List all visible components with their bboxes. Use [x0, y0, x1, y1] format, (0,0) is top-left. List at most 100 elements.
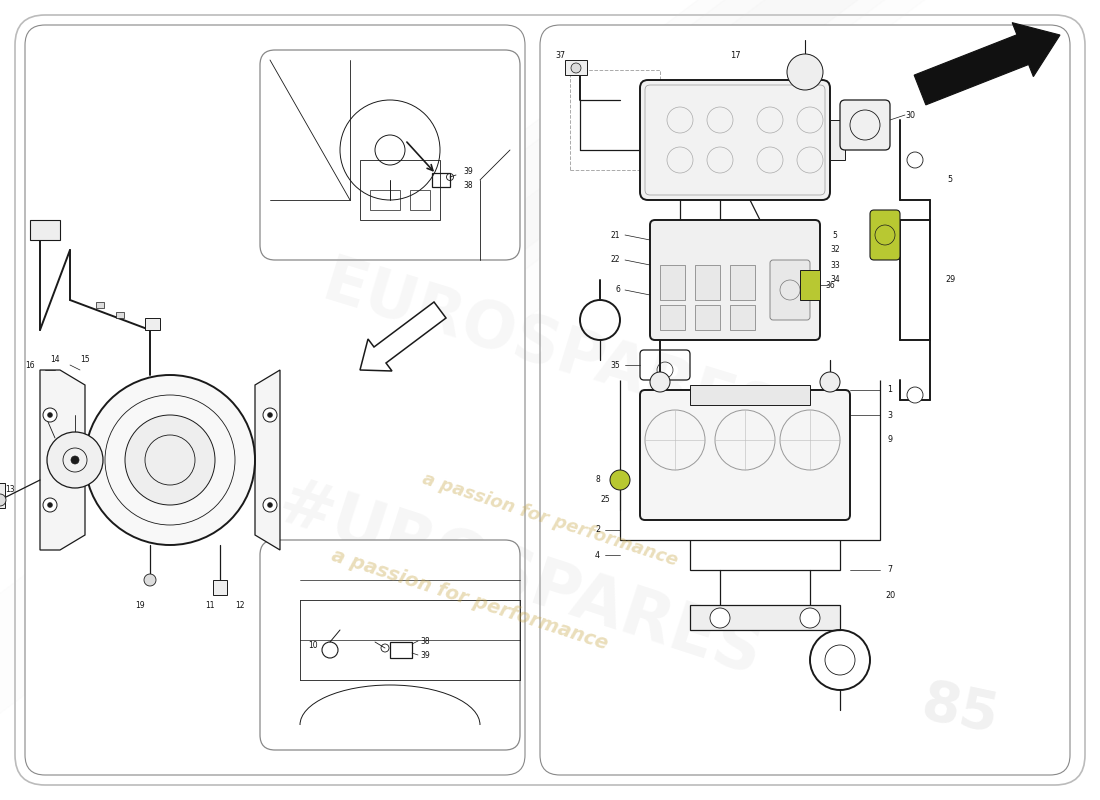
- Bar: [660, 305, 685, 330]
- FancyBboxPatch shape: [540, 25, 1070, 775]
- Circle shape: [47, 502, 53, 507]
- Bar: [145, 318, 160, 330]
- FancyBboxPatch shape: [25, 25, 525, 775]
- Circle shape: [125, 415, 214, 505]
- Circle shape: [47, 413, 53, 418]
- Circle shape: [72, 456, 79, 464]
- Bar: [730, 305, 755, 330]
- Bar: [800, 270, 820, 300]
- FancyBboxPatch shape: [650, 220, 820, 340]
- Text: 39: 39: [420, 650, 430, 659]
- Bar: [30, 220, 60, 240]
- Bar: [570, 70, 660, 170]
- Circle shape: [267, 502, 273, 507]
- Circle shape: [144, 574, 156, 586]
- Text: 12: 12: [235, 601, 244, 610]
- Polygon shape: [255, 370, 280, 550]
- Circle shape: [43, 408, 57, 422]
- Circle shape: [0, 494, 6, 506]
- FancyArrow shape: [360, 302, 446, 371]
- Bar: [690, 385, 810, 405]
- Bar: [730, 265, 755, 300]
- Bar: [116, 312, 124, 318]
- Text: 16: 16: [25, 361, 35, 370]
- FancyBboxPatch shape: [640, 390, 850, 520]
- Text: 35: 35: [610, 361, 620, 370]
- Circle shape: [267, 413, 273, 418]
- Text: 38: 38: [420, 637, 430, 646]
- Text: a passion for performance: a passion for performance: [420, 470, 680, 570]
- Text: 13: 13: [6, 486, 14, 494]
- Circle shape: [820, 372, 840, 392]
- Text: 7: 7: [888, 566, 892, 574]
- Circle shape: [263, 498, 277, 512]
- Text: 11: 11: [206, 601, 214, 610]
- Text: #UROSPARES: #UROSPARES: [270, 470, 770, 690]
- Text: 25: 25: [601, 495, 610, 505]
- Text: 8: 8: [595, 475, 600, 485]
- Bar: [390, 642, 412, 658]
- FancyBboxPatch shape: [640, 80, 830, 200]
- FancyBboxPatch shape: [260, 50, 520, 260]
- Circle shape: [786, 54, 823, 90]
- Text: 1: 1: [888, 386, 892, 394]
- Bar: [370, 190, 400, 210]
- Polygon shape: [40, 370, 85, 550]
- Text: 14: 14: [51, 355, 60, 365]
- Text: 36: 36: [825, 281, 835, 290]
- Circle shape: [610, 470, 630, 490]
- FancyBboxPatch shape: [15, 15, 1085, 785]
- Circle shape: [263, 408, 277, 422]
- Bar: [213, 580, 227, 595]
- Circle shape: [908, 387, 923, 403]
- Text: 3: 3: [888, 410, 892, 419]
- Text: 10: 10: [308, 641, 318, 650]
- Circle shape: [908, 152, 923, 168]
- FancyBboxPatch shape: [770, 260, 810, 320]
- Bar: [432, 173, 450, 187]
- Bar: [830, 120, 845, 160]
- Text: 9: 9: [888, 435, 892, 445]
- Circle shape: [571, 63, 581, 73]
- Bar: [410, 190, 430, 210]
- Text: 17: 17: [729, 50, 740, 59]
- Text: 20: 20: [884, 590, 895, 599]
- Text: 15: 15: [80, 355, 90, 365]
- Circle shape: [710, 608, 730, 628]
- Circle shape: [800, 608, 820, 628]
- FancyArrow shape: [914, 22, 1060, 105]
- Text: 29: 29: [945, 275, 955, 285]
- Text: 32: 32: [830, 246, 839, 254]
- Bar: [96, 302, 104, 308]
- Text: 2: 2: [595, 526, 600, 534]
- Text: 85: 85: [916, 675, 1003, 745]
- Bar: [695, 305, 721, 330]
- Text: 37: 37: [554, 50, 565, 59]
- Text: 39: 39: [463, 167, 473, 177]
- Text: 30: 30: [905, 110, 915, 119]
- Bar: [0, 483, 6, 508]
- Text: 6: 6: [615, 286, 620, 294]
- Text: 21: 21: [610, 230, 620, 239]
- Bar: [360, 160, 440, 220]
- Text: a passion for performance: a passion for performance: [329, 546, 610, 654]
- FancyBboxPatch shape: [840, 100, 890, 150]
- Text: 4: 4: [595, 550, 600, 559]
- Circle shape: [85, 375, 255, 545]
- Circle shape: [43, 498, 57, 512]
- Bar: [690, 605, 840, 630]
- Bar: [565, 60, 587, 75]
- Bar: [695, 265, 721, 300]
- FancyBboxPatch shape: [260, 540, 520, 750]
- Circle shape: [650, 372, 670, 392]
- Text: 22: 22: [610, 255, 620, 265]
- Text: 38: 38: [463, 181, 473, 190]
- Circle shape: [47, 432, 103, 488]
- FancyBboxPatch shape: [870, 210, 900, 260]
- Bar: [660, 265, 685, 300]
- Text: 33: 33: [830, 261, 840, 270]
- Text: 5: 5: [833, 230, 837, 239]
- Text: 19: 19: [135, 601, 145, 610]
- Text: EUROSPARES: EUROSPARES: [315, 251, 785, 449]
- Text: 5: 5: [947, 175, 953, 185]
